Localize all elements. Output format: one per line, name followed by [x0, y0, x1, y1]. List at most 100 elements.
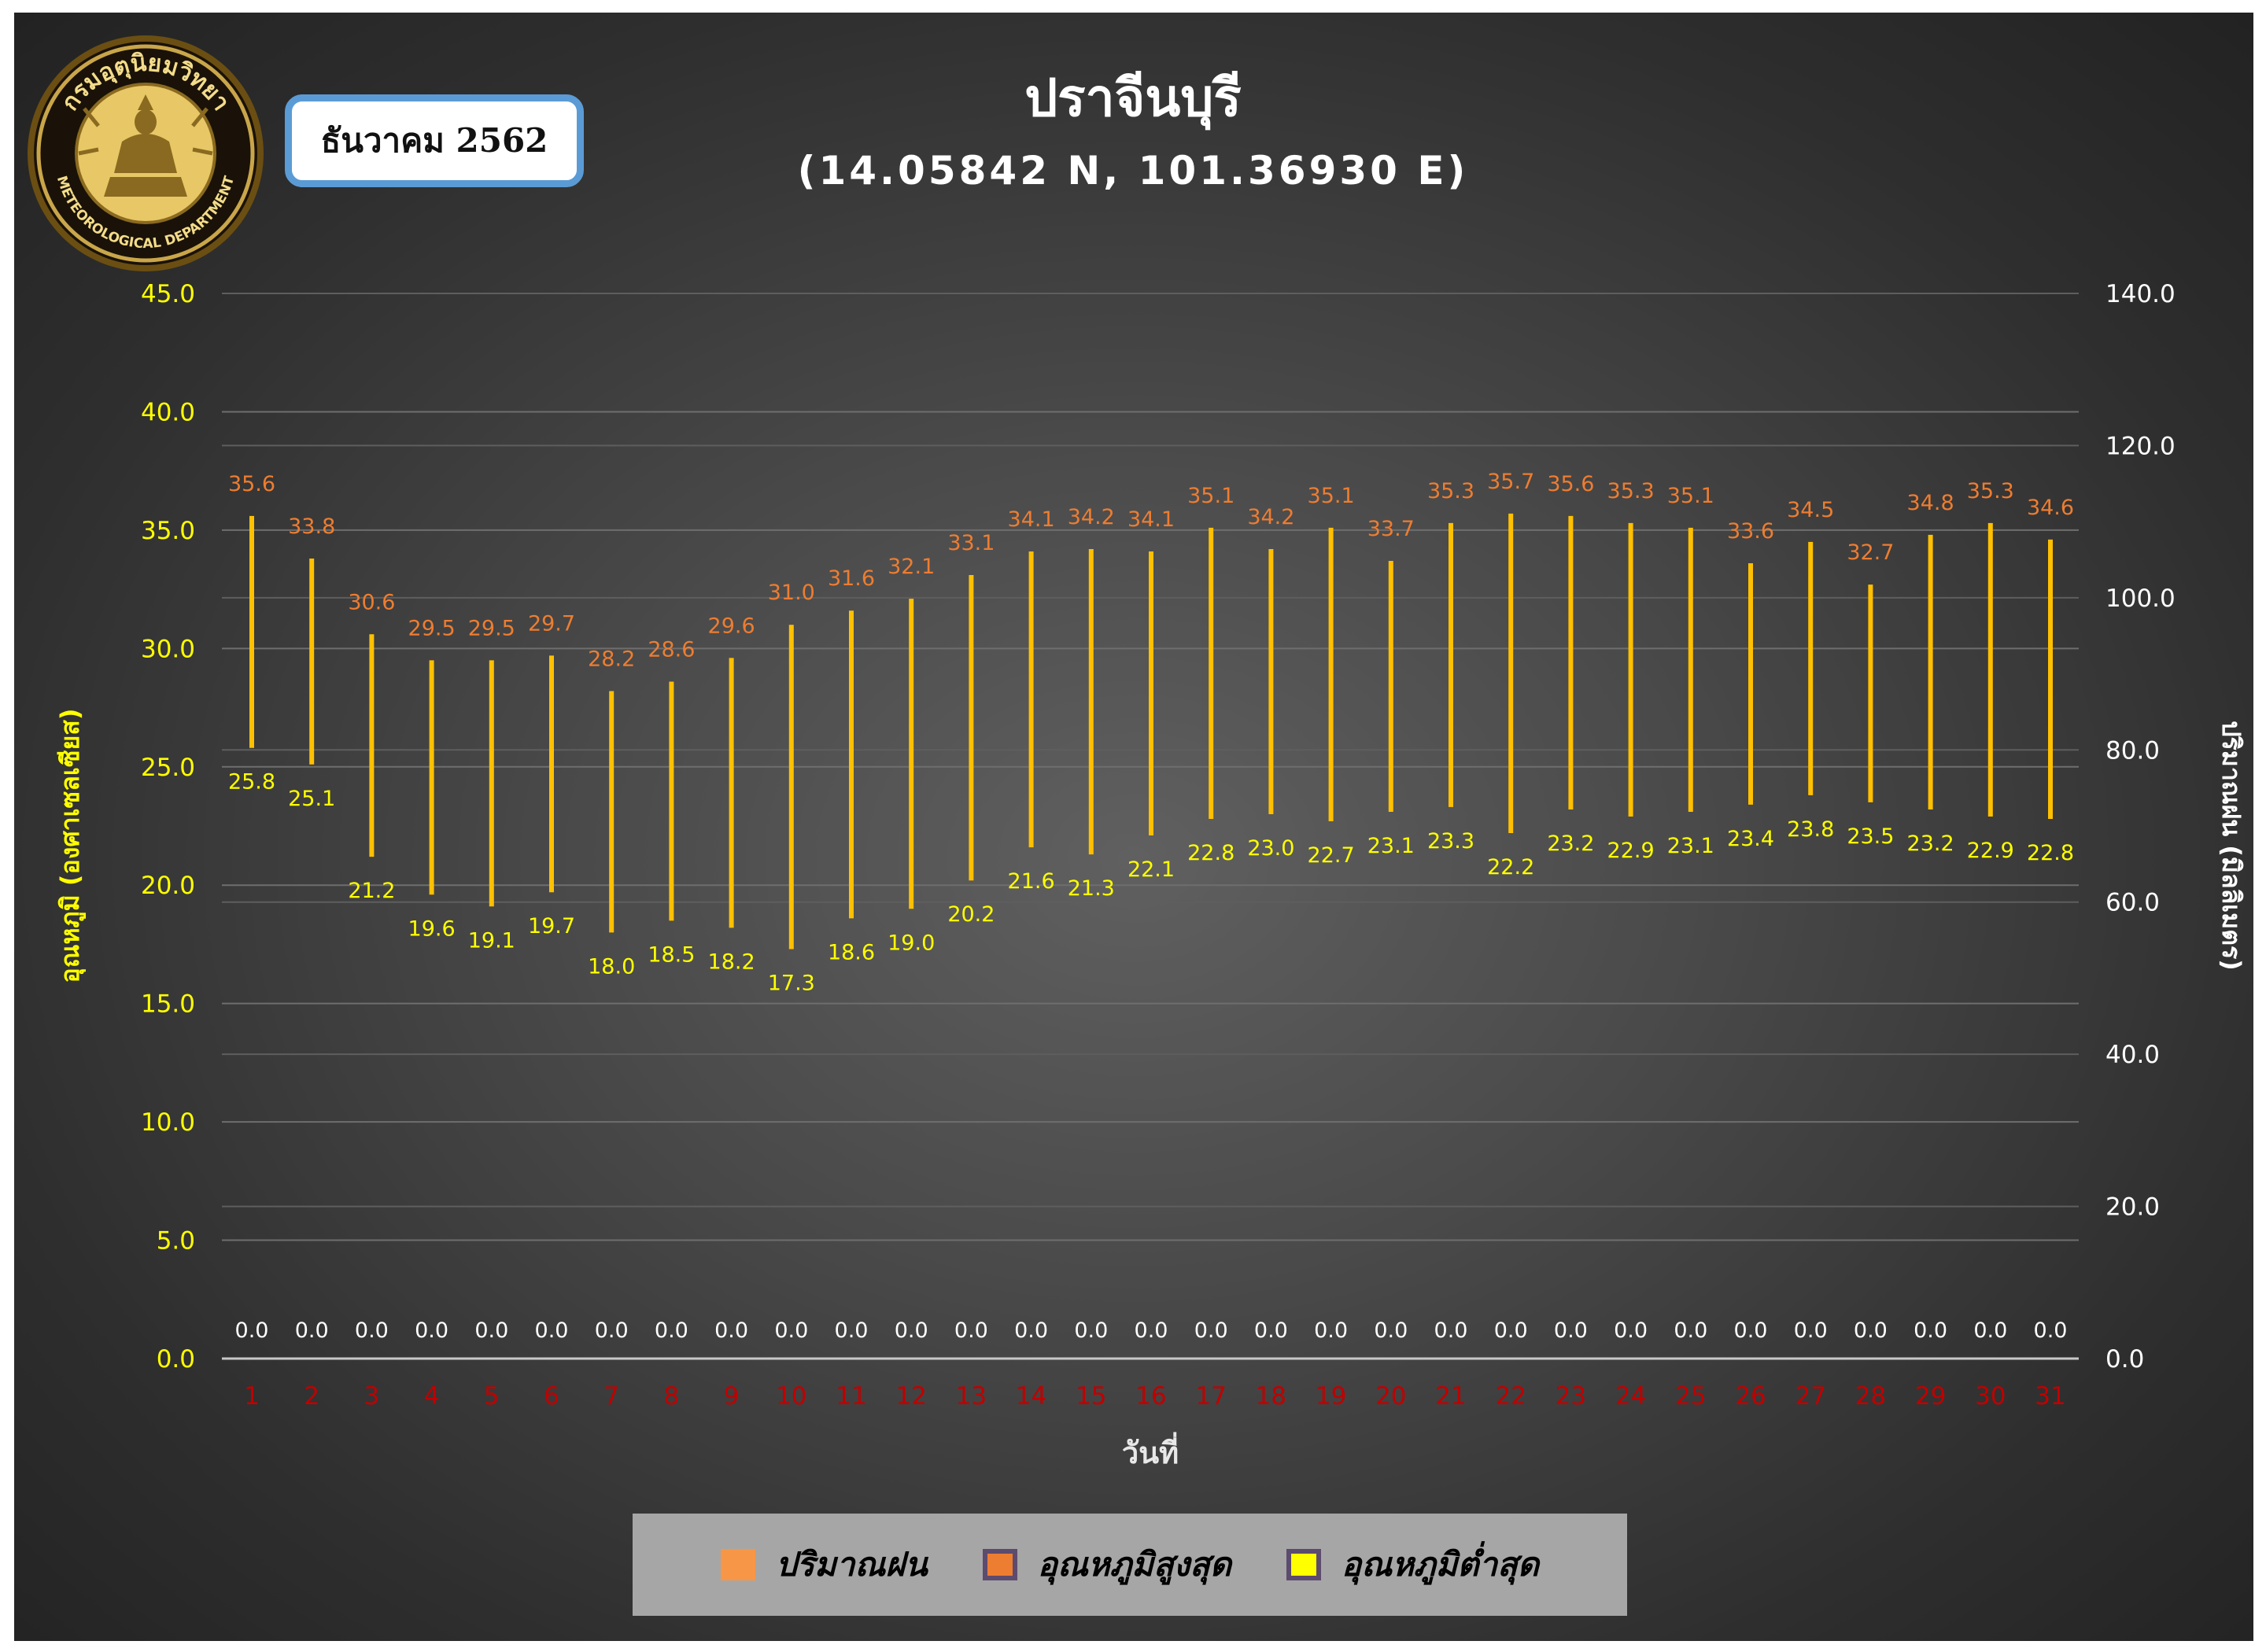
min-temp-label: 22.2: [1487, 855, 1534, 879]
left-axis-ticks: 0.0 5.0 10.0 15.0 20.0 25.0 30.0 35.0 40.0 45.0: [141, 280, 195, 1374]
x-axis-tick: 12: [895, 1382, 926, 1410]
x-axis-tick: 26: [1735, 1382, 1766, 1410]
legend-item: ปริมาณฝน: [720, 1539, 928, 1591]
rainfall-label: 0.0: [835, 1318, 869, 1343]
x-axis-ticks: 1 2 3 4 5 6 7 8 9 10 11 12 13 14 15 16 17 18 19 20 21 22 23 24 2…: [244, 1382, 2066, 1410]
month-label-box: ธันวาคม 2562: [285, 94, 584, 187]
temperature-range-bars: [249, 513, 2053, 950]
x-axis-tick: 21: [1435, 1382, 1466, 1410]
right-axis-tick: 80.0: [2105, 736, 2160, 765]
rainfall-label: 0.0: [235, 1318, 269, 1343]
right-axis-tick: 140.0: [2105, 280, 2176, 308]
max-temp-label: 33.8: [288, 514, 335, 539]
min-temp-label: 18.5: [648, 942, 695, 967]
left-axis-tick: 5.0: [157, 1227, 195, 1256]
max-temp-label: 34.2: [1247, 505, 1294, 529]
min-temp-label: 22.9: [1607, 839, 1655, 863]
max-temp-label: 31.6: [828, 566, 875, 591]
min-temp-label: 22.7: [1308, 843, 1355, 868]
min-temp-label: 19.7: [528, 914, 575, 938]
x-axis-tick: 28: [1855, 1382, 1886, 1410]
x-axis-tick: 22: [1495, 1382, 1526, 1410]
left-axis-tick: 35.0: [141, 517, 195, 545]
max-temp-label: 35.6: [1547, 472, 1594, 496]
max-temp-label: 28.2: [588, 647, 635, 671]
min-temp-label: 19.6: [408, 916, 456, 941]
min-temp-label: 23.2: [1547, 832, 1594, 856]
x-axis-tick: 5: [484, 1382, 500, 1410]
max-temp-label: 29.7: [528, 611, 575, 636]
legend-swatch: [1286, 1549, 1322, 1580]
min-temp-label: 22.8: [2027, 841, 2074, 865]
max-temp-label: 29.5: [468, 616, 515, 640]
deity-emblem: [78, 94, 213, 197]
max-temp-label: 35.1: [1187, 484, 1234, 508]
left-axis-tick: 15.0: [141, 990, 195, 1019]
rainfall-label: 0.0: [1914, 1318, 1947, 1343]
legend-label: อุณหภูมิสูงสุด: [1037, 1545, 1232, 1584]
max-temp-label: 29.5: [408, 616, 456, 640]
rainfall-label: 0.0: [1794, 1318, 1828, 1343]
temperature-rainfall-chart: 35.6 25.8 0.0 33.8 25.1 0.0 30.6 21.2 0.0 29.5 19.…: [55, 280, 2246, 1470]
x-axis-tick: 1: [244, 1382, 260, 1410]
x-axis-tick: 2: [304, 1382, 319, 1410]
rainfall-label: 0.0: [954, 1318, 988, 1343]
station-coordinates: (14.05842 N, 101.36930 E): [797, 148, 1469, 194]
x-axis-tick: 16: [1135, 1382, 1166, 1410]
min-temp-label: 25.1: [288, 787, 335, 811]
legend-swatch: [982, 1549, 1017, 1580]
max-temp-label: 35.3: [1427, 479, 1474, 503]
rainfall-label: 0.0: [895, 1318, 928, 1343]
month-label: ธันวาคม 2562: [320, 121, 548, 160]
max-temp-label: 34.8: [1907, 491, 1954, 515]
x-axis-tick: 7: [603, 1382, 619, 1410]
rainfall-label: 0.0: [595, 1318, 629, 1343]
x-axis-tick: 11: [836, 1382, 866, 1410]
right-axis-tick: 120.0: [2105, 432, 2176, 460]
rainfall-label: 0.0: [2034, 1318, 2068, 1343]
max-temp-label: 33.7: [1367, 517, 1415, 541]
max-temp-label: 34.6: [2027, 496, 2074, 520]
rainfall-label: 0.0: [655, 1318, 688, 1343]
x-axis-tick: 3: [364, 1382, 380, 1410]
rainfall-label: 0.0: [295, 1318, 329, 1343]
min-temp-label: 23.5: [1847, 824, 1894, 849]
x-axis-tick: 31: [2035, 1382, 2065, 1410]
max-temp-label: 35.3: [1607, 479, 1655, 503]
max-temp-label: 33.6: [1727, 519, 1774, 544]
max-temp-label: 34.1: [1008, 507, 1055, 532]
right-axis-title: ปริมาณฝน (มิลลิเมตร): [2216, 721, 2246, 971]
page-title: ปราจีนบุรี: [1024, 68, 1242, 128]
data-labels: 35.6 25.8 0.0 33.8 25.1 0.0 30.6 21.2 0.0 29.5 19.…: [228, 470, 2074, 1343]
min-temp-label: 20.2: [947, 902, 995, 927]
min-temp-label: 23.1: [1667, 834, 1714, 858]
legend-item: อุณหภูมิสูงสุด: [982, 1539, 1232, 1591]
rainfall-label: 0.0: [1254, 1318, 1288, 1343]
rainfall-label: 0.0: [474, 1318, 508, 1343]
right-axis-tick: 0.0: [2105, 1345, 2144, 1374]
left-axis-tick: 20.0: [141, 872, 195, 900]
min-temp-label: 18.2: [708, 950, 755, 974]
left-axis-title: อุณหภูมิ (องศาเซลเซียส): [55, 709, 87, 983]
grid-lines: [222, 293, 2079, 1360]
x-axis-tick: 15: [1076, 1382, 1106, 1410]
max-temp-label: 34.5: [1787, 498, 1834, 522]
meteorological-department-logo: กรมอุตุนิยมวิทยา METEOROLOGICAL DEPARTME…: [28, 35, 264, 271]
left-axis-tick: 10.0: [141, 1108, 195, 1137]
min-temp-label: 18.0: [588, 954, 635, 979]
max-temp-label: 31.0: [768, 581, 815, 605]
rainfall-label: 0.0: [1434, 1318, 1468, 1343]
max-temp-label: 35.6: [228, 472, 275, 496]
chart-background: [14, 13, 2253, 1641]
left-axis-tick: 45.0: [141, 280, 195, 308]
min-temp-label: 22.8: [1187, 841, 1234, 865]
min-temp-label: 19.0: [888, 931, 935, 955]
min-temp-label: 22.1: [1127, 857, 1175, 882]
legend-swatch: [720, 1549, 755, 1580]
x-axis-tick: 29: [1915, 1382, 1946, 1410]
rainfall-label: 0.0: [714, 1318, 748, 1343]
x-axis-tick: 6: [544, 1382, 559, 1410]
max-temp-label: 28.6: [648, 637, 695, 662]
rainfall-label: 0.0: [1014, 1318, 1048, 1343]
x-axis-tick: 17: [1195, 1382, 1226, 1410]
